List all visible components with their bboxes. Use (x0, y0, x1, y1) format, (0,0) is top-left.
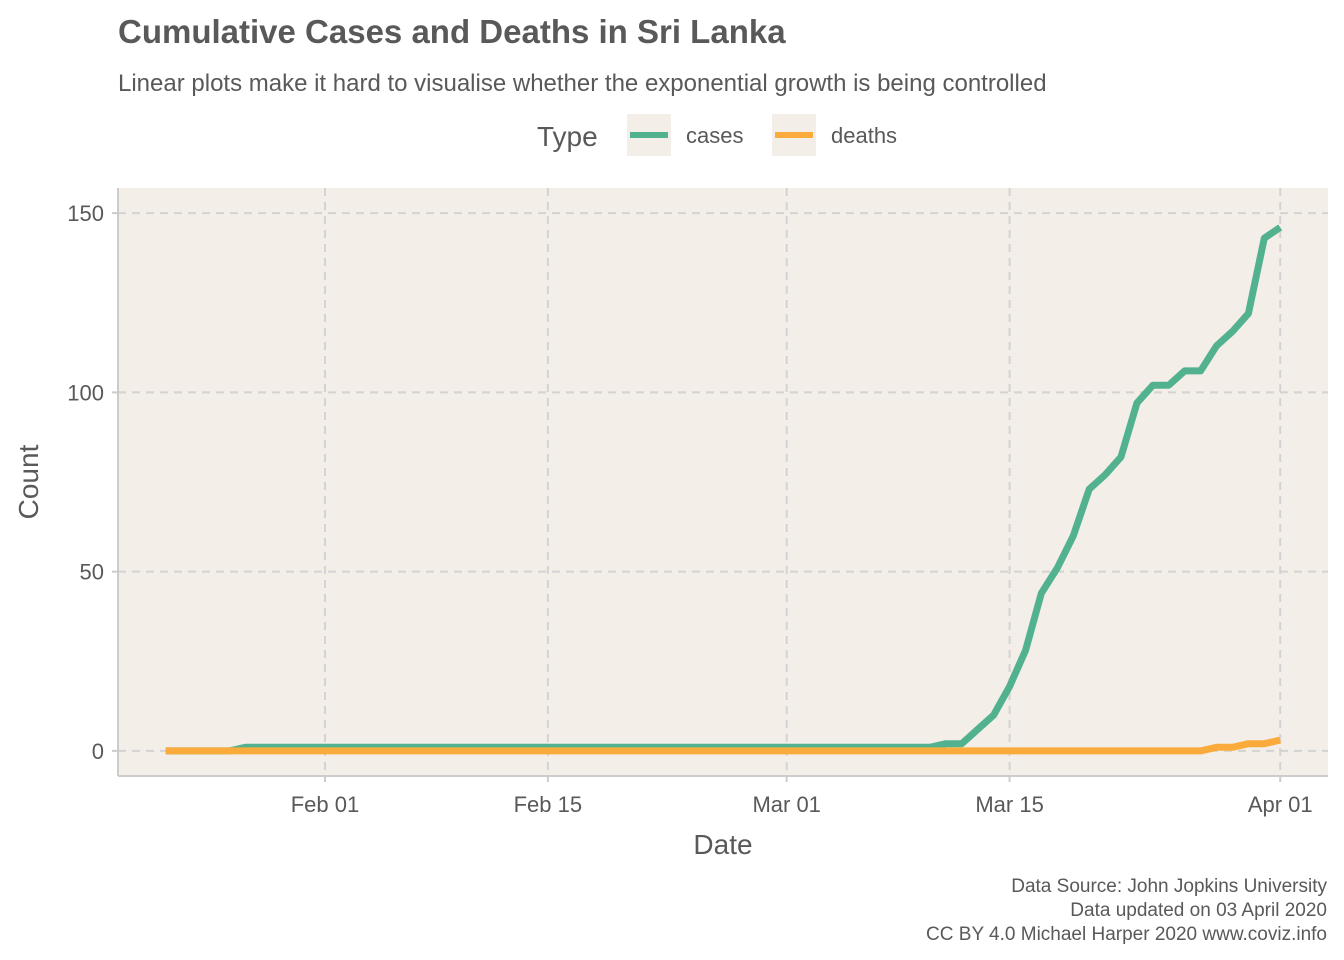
x-axis-title: Date (693, 829, 752, 860)
caption-updated: Data updated on 03 April 2020 (1070, 900, 1327, 921)
caption-license: CC BY 4.0 Michael Harper 2020 www.coviz.… (926, 924, 1327, 945)
x-tick-label-1: Feb 15 (514, 792, 583, 817)
x-tick-label-2: Mar 01 (752, 792, 820, 817)
y-tick-label-50: 50 (80, 560, 104, 585)
caption-source: Data Source: John Jopkins University (1011, 876, 1327, 897)
series-lines (165, 224, 1283, 755)
x-tick-labels: Feb 01 Feb 15 Mar 01 Mar 15 Apr 01 (291, 776, 1313, 817)
series-line-cases (165, 224, 1283, 755)
legend-label-deaths: deaths (831, 123, 897, 148)
x-gridlines (323, 188, 1282, 776)
legend-title: Type (537, 121, 598, 152)
legend-label-cases: cases (686, 123, 743, 148)
y-tick-label-0: 0 (92, 739, 104, 764)
y-axis-title: Count (13, 444, 44, 519)
y-tick-labels: 0 50 100 150 (67, 201, 118, 764)
y-tick-label-100: 100 (67, 380, 104, 405)
x-tick-label-3: Mar 15 (975, 792, 1043, 817)
x-tick-label-4: Apr 01 (1248, 792, 1313, 817)
series-line-deaths (165, 736, 1281, 755)
chart-title: Cumulative Cases and Deaths in Sri Lanka (118, 13, 786, 50)
legend: Type cases deaths (537, 114, 897, 156)
x-tick-label-0: Feb 01 (291, 792, 360, 817)
chart-subtitle: Linear plots make it hard to visualise w… (118, 70, 1047, 97)
caption: Data Source: John Jopkins University Dat… (926, 876, 1327, 945)
y-tick-label-150: 150 (67, 201, 104, 226)
plot-panel (118, 188, 1328, 776)
